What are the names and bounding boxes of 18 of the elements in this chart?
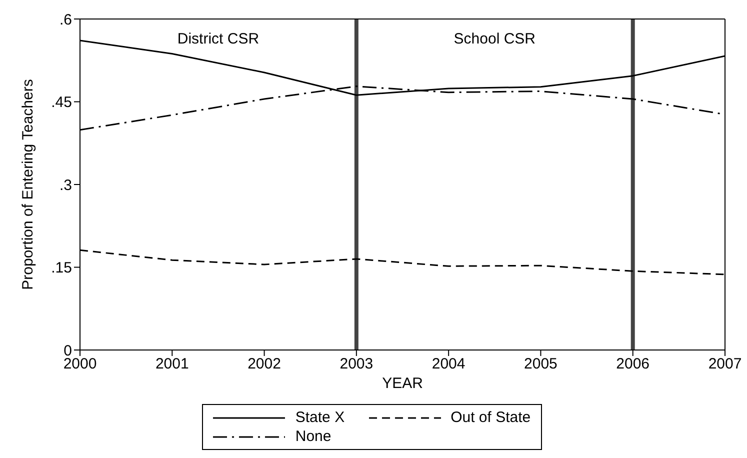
x-tick-label: 2007 <box>708 356 742 373</box>
y-tick-label: .15 <box>51 260 72 277</box>
y-tick-label: .6 <box>59 11 72 28</box>
annotation: District CSR <box>177 30 260 48</box>
x-tick-label: 2005 <box>524 356 558 373</box>
annotation: School CSR <box>454 30 536 48</box>
x-axis-title: YEAR <box>382 375 424 392</box>
legend-label: Out of State <box>450 409 531 426</box>
x-tick-label: 2004 <box>432 356 466 373</box>
legend-label: State X <box>295 409 345 426</box>
x-tick-label: 2002 <box>248 356 281 373</box>
x-tick-label: 2001 <box>155 356 189 373</box>
y-tick-label: .3 <box>59 176 72 194</box>
y-axis-title: Proportion of Entering Teachers <box>19 79 36 290</box>
x-tick-label: 2006 <box>616 356 650 373</box>
y-tick-label: .45 <box>51 94 72 112</box>
x-tick-label: 2003 <box>340 356 374 373</box>
legend-label: None <box>295 428 332 445</box>
